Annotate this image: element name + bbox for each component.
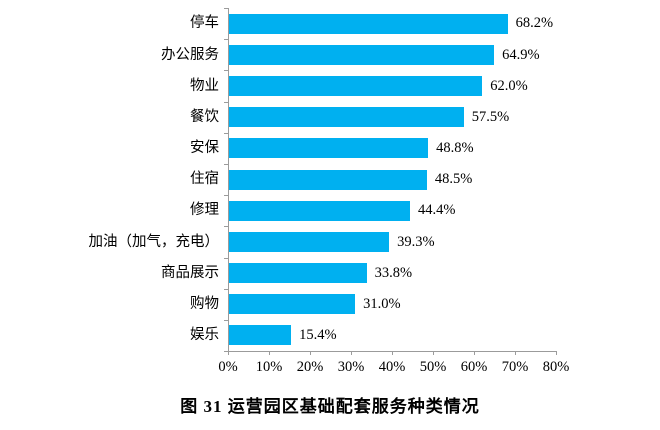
bar <box>228 75 483 96</box>
y-axis-tick <box>224 226 229 228</box>
x-axis-tick <box>228 351 229 356</box>
category-label: 餐饮 <box>190 108 219 125</box>
bar <box>228 169 427 190</box>
x-axis-tick-label: 40% <box>378 359 406 376</box>
value-label: 31.0% <box>363 296 401 313</box>
x-axis-tick-label: 80% <box>542 359 570 376</box>
y-axis-tick <box>224 8 229 9</box>
x-axis-tick <box>474 351 475 356</box>
bar-track: 31.0% <box>228 289 556 320</box>
chart-row: 娱乐 15.4% <box>0 320 660 351</box>
y-axis-tick <box>224 164 229 165</box>
y-axis-tick <box>224 39 229 41</box>
chart-row: 商品展示 33.8% <box>0 258 660 289</box>
bar <box>228 325 292 346</box>
y-axis-tick <box>224 132 229 134</box>
y-axis-tick <box>224 320 229 321</box>
category-label: 办公服务 <box>161 46 219 63</box>
bar-track: 15.4% <box>228 320 556 351</box>
bar-track: 48.8% <box>228 133 556 164</box>
bar <box>228 138 429 159</box>
category-label: 住宿 <box>190 171 219 188</box>
x-axis-tick <box>515 351 516 356</box>
chart-row: 停车 68.2% <box>0 8 660 39</box>
figure-caption: 图 31 运营园区基础配套服务种类情况 <box>180 397 480 416</box>
bar-track: 62.0% <box>228 70 556 101</box>
value-label: 48.8% <box>436 140 474 157</box>
bar-track: 44.4% <box>228 195 556 226</box>
bar-chart: 停车 68.2% 办公服务 64.9% 物业 62.0% 餐饮 57.5% 安保 48.8% 住宿 4… <box>0 8 660 383</box>
chart-row: 修理 44.4% <box>0 195 660 226</box>
chart-row: 物业 62.0% <box>0 70 660 101</box>
category-label: 停车 <box>190 15 219 32</box>
x-axis-tick-label: 0% <box>218 359 238 376</box>
x-axis-tick-label: 70% <box>501 359 529 376</box>
y-axis-tick <box>224 101 229 103</box>
bar-track: 64.9% <box>228 39 556 70</box>
bar <box>228 200 411 221</box>
category-label: 购物 <box>190 296 219 313</box>
chart-row: 餐饮 57.5% <box>0 102 660 133</box>
x-axis-tick-label: 50% <box>419 359 447 376</box>
y-axis <box>224 8 229 353</box>
value-label: 15.4% <box>299 327 337 344</box>
x-axis-tick <box>310 351 311 356</box>
y-axis-tick <box>224 70 229 72</box>
value-label: 68.2% <box>515 15 554 32</box>
category-label: 安保 <box>190 140 219 157</box>
category-label: 娱乐 <box>190 327 219 344</box>
category-label: 加油（加气，充电） <box>88 233 220 250</box>
bar <box>228 13 508 34</box>
chart-row: 住宿 48.5% <box>0 164 660 195</box>
x-axis-tick <box>351 351 352 356</box>
value-label: 33.8% <box>374 264 413 281</box>
category-label: 商品展示 <box>161 264 219 281</box>
y-axis-tick <box>224 351 229 353</box>
chart-plot-area: 停车 68.2% 办公服务 64.9% 物业 62.0% 餐饮 57.5% 安保 48.8% 住宿 4… <box>0 8 660 351</box>
bar <box>228 294 356 315</box>
value-label: 44.4% <box>418 202 456 219</box>
y-axis-tick <box>224 195 229 197</box>
value-label: 39.3% <box>397 233 435 250</box>
x-axis-tick <box>392 351 393 356</box>
chart-row: 购物 31.0% <box>0 289 660 320</box>
x-axis-tick-label: 20% <box>296 359 324 376</box>
x-axis-tick <box>433 351 434 356</box>
bar-track: 33.8% <box>228 258 556 289</box>
value-label: 62.0% <box>490 77 528 94</box>
chart-row: 办公服务 64.9% <box>0 39 660 70</box>
chart-row: 加油（加气，充电） 39.3% <box>0 226 660 257</box>
bar <box>228 107 464 128</box>
bar-track: 39.3% <box>228 226 556 257</box>
value-label: 64.9% <box>502 46 540 63</box>
x-axis-tick <box>269 351 270 356</box>
y-axis-tick <box>224 288 229 290</box>
x-axis-tick <box>556 351 557 356</box>
chart-row: 安保 48.8% <box>0 133 660 164</box>
bar <box>228 263 367 284</box>
bar <box>228 231 390 252</box>
x-axis-tick-label: 30% <box>337 359 365 376</box>
x-axis: 0% 10% 20% 30% 40% 50% 60% 70% 80% <box>218 351 569 383</box>
bar-track: 57.5% <box>228 102 556 133</box>
category-label: 物业 <box>190 77 219 94</box>
bar-track: 68.2% <box>228 8 556 39</box>
value-label: 48.5% <box>434 171 473 188</box>
x-axis-tick-label: 60% <box>460 359 488 376</box>
value-label: 57.5% <box>471 108 510 125</box>
bar-track: 48.5% <box>228 164 556 195</box>
bar <box>228 44 495 65</box>
category-label: 修理 <box>190 202 219 219</box>
y-axis-tick <box>224 257 229 259</box>
x-axis-tick-label: 10% <box>255 359 283 376</box>
